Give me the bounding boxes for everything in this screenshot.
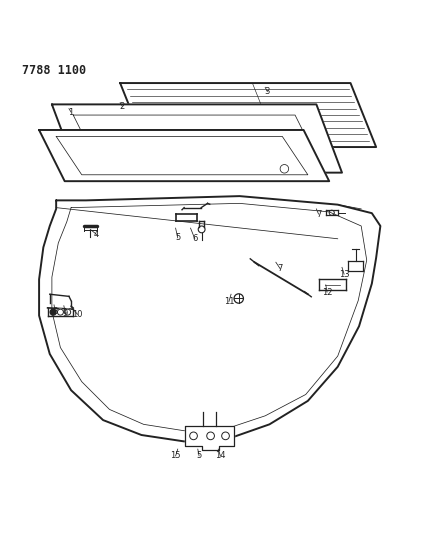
Circle shape (190, 432, 197, 440)
Polygon shape (39, 196, 380, 441)
Text: 7: 7 (316, 209, 321, 219)
Text: 7: 7 (277, 264, 283, 273)
Text: 4: 4 (94, 230, 99, 239)
Text: 1: 1 (68, 108, 74, 117)
Circle shape (57, 309, 63, 315)
Circle shape (65, 309, 71, 315)
Polygon shape (185, 426, 234, 450)
Text: 6: 6 (192, 235, 197, 243)
Text: 10: 10 (72, 310, 83, 319)
Text: 5: 5 (196, 451, 202, 461)
Circle shape (222, 432, 229, 440)
Text: 8: 8 (53, 307, 58, 316)
Polygon shape (120, 83, 376, 147)
Text: 3: 3 (265, 87, 270, 96)
Text: 5: 5 (175, 233, 180, 243)
Text: 9: 9 (63, 309, 68, 318)
Text: 7788 1100: 7788 1100 (22, 64, 86, 77)
Text: 11: 11 (224, 297, 234, 306)
Polygon shape (39, 130, 329, 181)
Text: 12: 12 (322, 288, 332, 296)
Text: 13: 13 (339, 270, 349, 279)
Circle shape (50, 309, 56, 315)
Polygon shape (52, 104, 342, 173)
Text: 14: 14 (215, 451, 226, 461)
Text: 15: 15 (170, 451, 181, 461)
Circle shape (207, 432, 214, 440)
Text: 2: 2 (120, 102, 125, 110)
